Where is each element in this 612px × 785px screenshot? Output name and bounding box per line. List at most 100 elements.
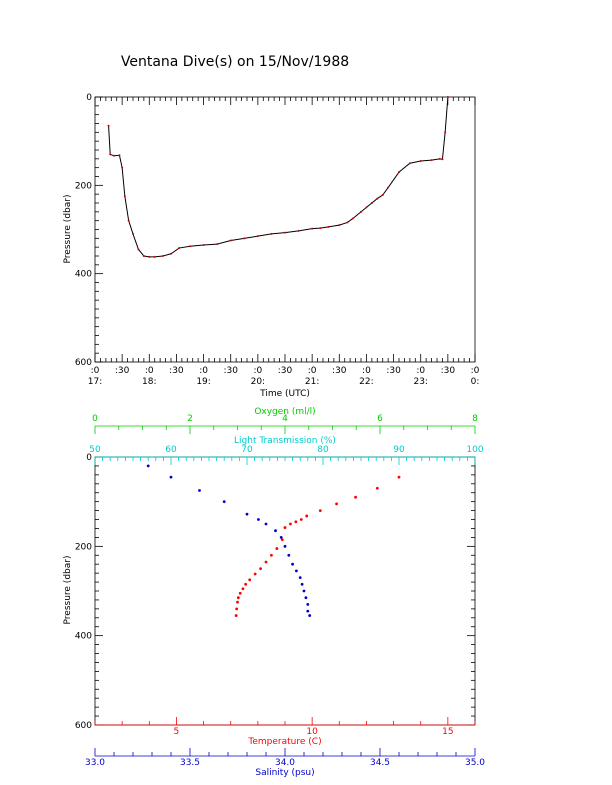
x-tick-label: :30 [115,366,130,376]
oxygen-axis: 0 2 4 6 8 [92,414,478,434]
salinity-point [146,464,150,468]
x-tick-label: :0 [308,366,317,376]
salinity-series [146,464,312,617]
x-tick-label: :0 [253,366,262,376]
salinity-axis: 33.0 33.5 34.0 34.5 35.0 [85,748,485,768]
axis-tick-label: 60 [165,445,177,455]
axis-tick-label: 2 [187,414,193,424]
dive-trace-point [438,157,441,160]
dive-trace-point [123,195,126,198]
temperature-point [289,522,292,526]
x-tick-label: :30 [386,366,401,376]
dive-trace-point [178,247,181,250]
x-tick-label: :30 [223,366,238,376]
salinity-point [264,522,268,526]
dive-trace-point [381,194,384,197]
y-tick-label: 200 [75,181,92,191]
temperature-point [299,518,303,521]
temperature-point [335,502,338,506]
top-plot-frame [94,96,476,363]
x-hour-label: 21: [305,377,319,387]
bottom-y-ticks: 0 200 400 600 [75,453,475,731]
bottom-y-axis-label: Pressure (dbar) [63,556,73,625]
temperature-point [318,509,322,512]
temperature-point [236,600,239,604]
temperature-point [375,486,379,490]
temperature-point [270,553,273,557]
salinity-point [283,544,287,548]
dive-trace-point [142,255,145,257]
dive-trace-point [202,243,205,246]
temperature-axis-label: Temperature (C) [247,737,321,747]
dive-trace-point [189,245,191,248]
light-axis: 50 60 70 80 90 100 [89,445,484,465]
salinity-point [304,596,308,600]
salinity-point [302,589,306,593]
temperature-point [235,607,239,611]
salinity-point [245,512,249,516]
dive-trace-point [127,219,130,222]
salinity-point [222,500,226,504]
top-x-axis-label: Time (UTC) [259,389,310,399]
x-tick-label: :30 [441,366,456,376]
dive-trace [107,96,449,258]
salinity-point [198,489,201,492]
axis-tick-label: 100 [466,445,483,455]
temperature-point [259,567,262,571]
dive-trace-point [446,96,449,98]
profile-chart: 0 200 400 600 0 2 4 6 8 Oxygen (ml/l) 50 60 70 80 9… [63,407,485,778]
axis-tick-label: 80 [317,445,329,455]
dive-trace-point [229,239,232,242]
dive-trace-point [148,255,151,258]
temperature-point [253,572,257,576]
dive-trace-point [297,229,300,232]
axis-tick-label: 34.0 [275,758,295,768]
axis-tick-label: 8 [472,414,478,424]
dive-trace-point [327,225,330,228]
dive-trace-point [284,231,286,234]
dive-trace-point [121,166,124,169]
temperature-point [275,547,279,550]
axis-tick-label: 90 [393,445,405,455]
salinity-point [279,536,283,539]
x-tick-label: :0 [199,366,208,376]
temperature-point [236,596,240,600]
temperature-point [238,591,242,595]
dive-trace-point [346,221,349,224]
dive-trace-point [338,224,341,227]
y-tick-label: 400 [75,632,92,642]
light-axis-label: Light Transmission (%) [234,436,336,446]
dive-trace-point [113,154,115,157]
chart-title: Ventana Dive(s) on 15/Nov/1988 [121,54,349,70]
salinity-point [298,576,302,579]
x-hour-label: 17: [88,377,102,387]
dive-trace-point [430,159,433,162]
axis-tick-label: 15 [442,727,453,737]
x-tick-label: :0 [145,366,154,376]
top-y-axis-label: Pressure (dbar) [63,195,73,264]
dive-trace-point [408,162,411,165]
x-tick-label: :0 [91,366,100,376]
dive-trace-point [132,232,134,235]
salinity-point [306,603,310,606]
dive-trace-point [270,232,273,235]
x-tick-label: :30 [332,366,347,376]
dive-trace-point [419,160,422,163]
temperature-point [248,578,252,582]
dive-trace-point [243,237,246,240]
x-hour-label: 22: [359,377,373,387]
y-tick-label: 600 [75,721,92,731]
dive-trace-point [256,235,259,238]
dive-trace-point [118,154,121,157]
dive-trace-point [161,255,164,257]
dive-trace-point [107,124,110,127]
top-x-ticks: :0:30:0:30:0:30:0:30:0:30:0:30:0:30:017:… [88,97,480,387]
salinity-point [306,609,310,613]
temperature-point [234,614,238,617]
dive-trace-point [398,171,400,174]
temperature-point [244,582,248,586]
oxygen-axis-label: Oxygen (ml/l) [254,407,315,417]
dive-trace-point [441,158,444,161]
salinity-point [287,553,291,557]
